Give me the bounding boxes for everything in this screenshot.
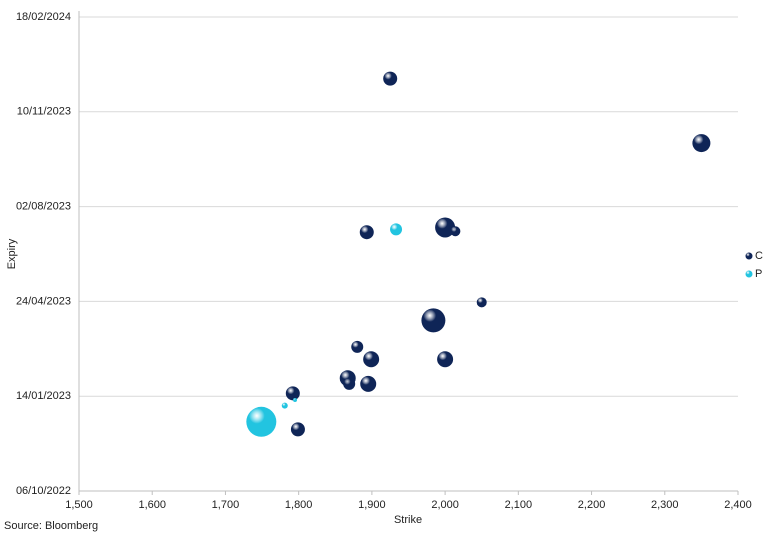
x-tick-label: 2,200 (578, 499, 606, 511)
x-tick-label: 1,800 (285, 499, 313, 511)
bubble (293, 397, 298, 402)
x-tick-label: 1,700 (212, 499, 240, 511)
bubble (383, 71, 398, 86)
bubble (435, 217, 456, 238)
legend-label: P (755, 268, 762, 280)
y-tick-label: 06/10/2022 (16, 485, 71, 497)
source-note: Source: Bloomberg (4, 520, 98, 532)
bubble (359, 225, 374, 240)
legend-marker (745, 270, 753, 278)
x-tick-label: 1,900 (358, 499, 386, 511)
bubble (285, 386, 300, 401)
y-tick-label: 24/04/2023 (16, 295, 71, 307)
legend-label: C (755, 250, 763, 262)
y-tick-label: 14/01/2023 (16, 390, 71, 402)
y-tick-label: 18/02/2024 (16, 11, 71, 23)
x-tick-label: 2,100 (505, 499, 533, 511)
y-tick-label: 10/11/2023 (17, 106, 71, 118)
bubble (363, 351, 380, 368)
y-tick-label: 02/08/2023 (16, 201, 71, 213)
x-tick-label: 2,000 (431, 499, 459, 511)
bubble (390, 223, 403, 236)
bubble (476, 297, 487, 308)
x-tick-label: 1,600 (138, 499, 166, 511)
bubble (437, 351, 454, 368)
bubble (450, 226, 461, 237)
bubble (421, 308, 446, 333)
x-axis-label: Strike (394, 514, 422, 526)
x-tick-label: 2,300 (651, 499, 679, 511)
bubble (351, 340, 364, 353)
bubble (360, 375, 377, 392)
bubble (290, 422, 305, 437)
x-tick-label: 1,500 (65, 499, 93, 511)
y-axis-label: Expiry (6, 238, 18, 269)
bubble (692, 134, 711, 153)
bubble (281, 402, 288, 409)
x-tick-label: 2,400 (724, 499, 752, 511)
bubble (246, 406, 277, 437)
bubble (343, 377, 356, 390)
legend-marker (745, 252, 753, 260)
